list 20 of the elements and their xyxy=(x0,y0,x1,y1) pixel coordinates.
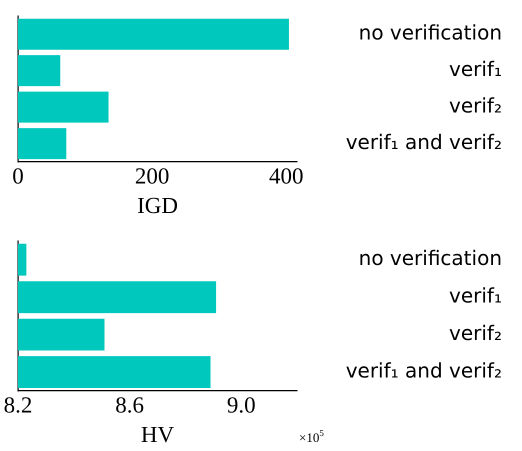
x-axis-title: HV xyxy=(140,422,174,448)
x-tick-label: 0 xyxy=(12,164,24,189)
y-tick-label: verif₂ xyxy=(449,320,502,345)
x-tick-label: 9.0 xyxy=(226,392,256,418)
y-tick-label: verif₁ and verif₂ xyxy=(346,130,502,154)
x-tick-label: 8.6 xyxy=(115,392,144,418)
y-tick-label: no verification xyxy=(358,246,502,270)
y-tick-label: no verification xyxy=(358,20,502,44)
y-tick-label: verif₁ xyxy=(449,283,502,308)
x-tick-label: 400 xyxy=(269,164,304,189)
bar xyxy=(18,128,66,160)
bar xyxy=(18,92,109,123)
x-axis-title: IGD xyxy=(137,193,178,218)
x-tick-label: 200 xyxy=(134,164,170,189)
y-tick-label: verif₂ xyxy=(449,93,502,118)
y-tick-label: verif₁ xyxy=(449,56,502,81)
bar xyxy=(18,18,289,50)
bar xyxy=(18,55,60,86)
y-tick-label: verif₁ and verif₂ xyxy=(346,358,502,382)
x-tick-label: 8.2 xyxy=(4,392,32,418)
